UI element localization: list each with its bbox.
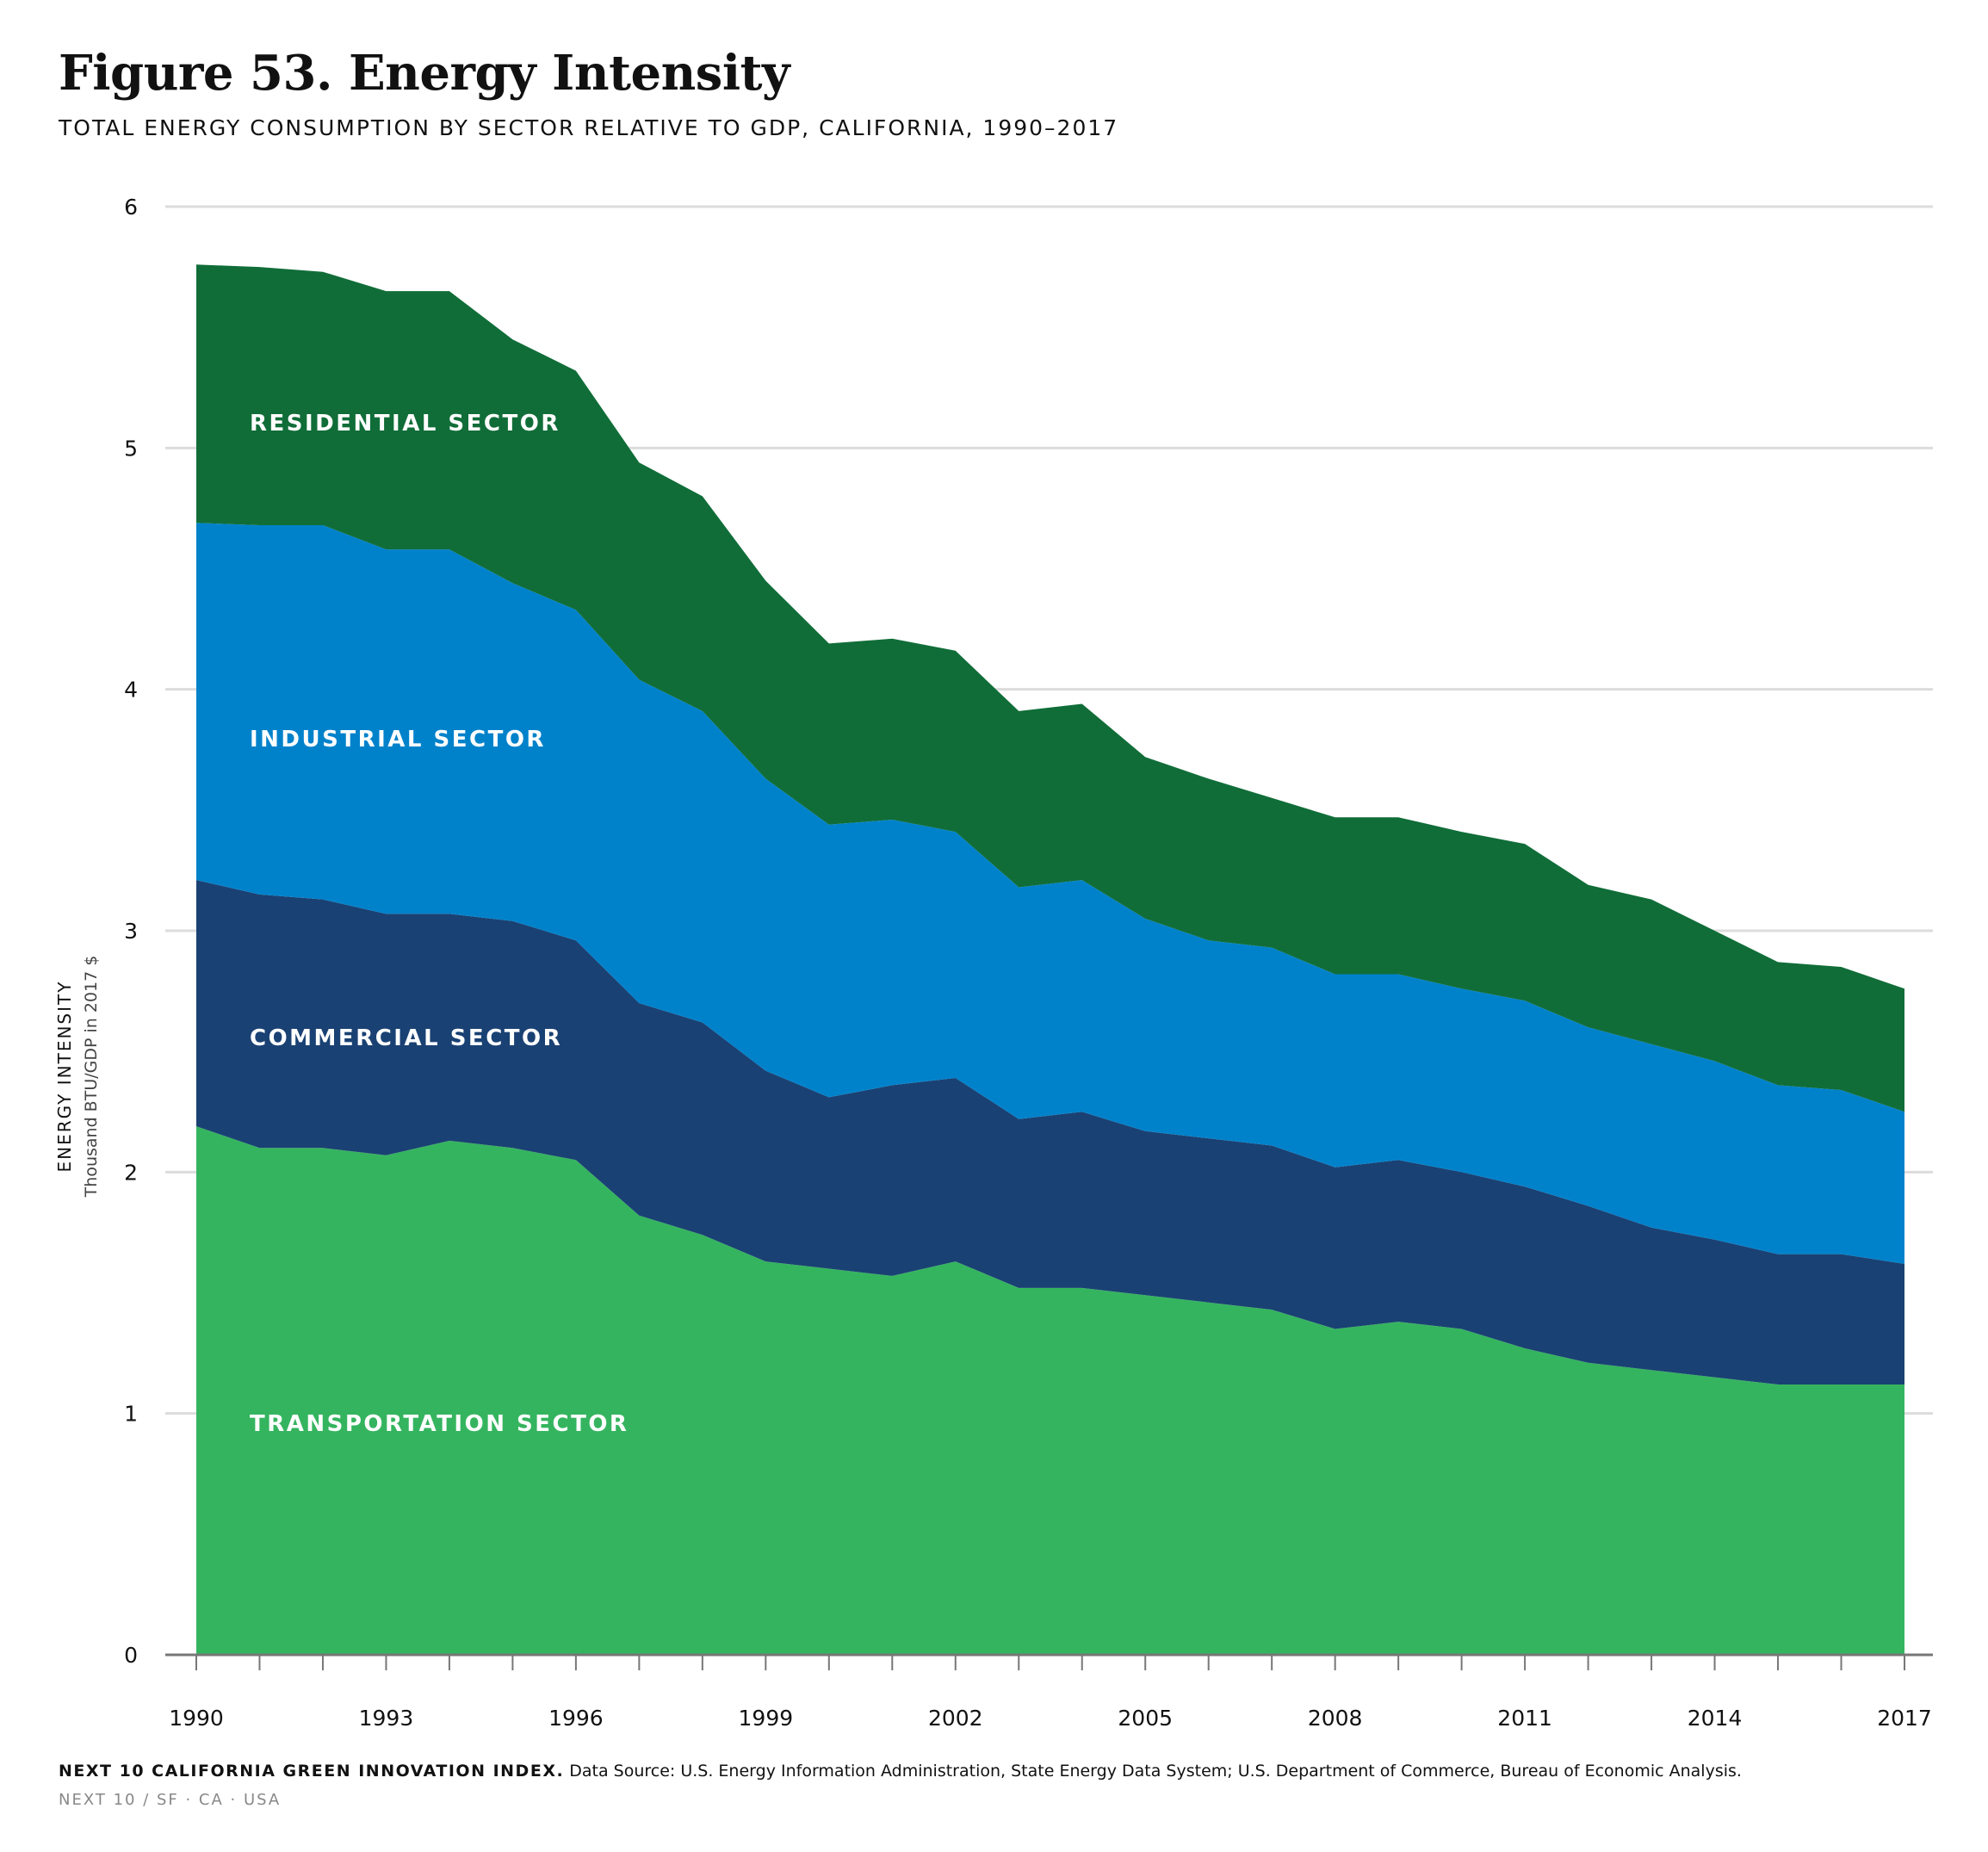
label-transportation-sector: TRANSPORTATION SECTOR	[250, 1411, 629, 1437]
source-text: Data Source: U.S. Energy Information Adm…	[569, 1762, 1742, 1781]
y-tick-label-2: 2	[124, 1160, 138, 1185]
x-axis-ticks: 1990 1993 1996 1999 2002 2005 2008 2011 2014 2017	[169, 1706, 1932, 1731]
y-axis-label: ENERGY INTENSITY	[54, 981, 75, 1173]
x-tick-label-2008: 2008	[1308, 1706, 1363, 1731]
area-series-2	[196, 523, 1904, 1264]
x-tick-label-2011: 2011	[1497, 1706, 1552, 1731]
label-industrial-sector: INDUSTRIAL SECTOR	[250, 727, 546, 753]
x-tick-label-2017: 2017	[1877, 1706, 1932, 1731]
source-title: NEXT 10 CALIFORNIA GREEN INNOVATION INDE…	[59, 1762, 565, 1781]
y-tick-label-6: 6	[124, 195, 138, 220]
y-axis-title: ENERGY INTENSITY Thousand BTU/GDP in 201…	[54, 956, 101, 1199]
label-residential-sector: RESIDENTIAL SECTOR	[250, 411, 560, 437]
area-series-1	[196, 880, 1904, 1384]
x-tick-label-1996: 1996	[548, 1706, 604, 1731]
x-tick-label-1993: 1993	[359, 1706, 414, 1731]
x-tick-label-2002: 2002	[928, 1706, 983, 1731]
y-axis-ticks: 0 1 2 3 4 5 6	[124, 195, 138, 1668]
org-line: NEXT 10 / SF · CA · USA	[59, 1791, 282, 1809]
y-tick-label-4: 4	[124, 678, 138, 703]
x-tick-label-2005: 2005	[1118, 1706, 1173, 1731]
x-tick-label-2014: 2014	[1688, 1706, 1743, 1731]
label-commercial-sector: COMMERCIAL SECTOR	[250, 1025, 562, 1051]
x-tick-label-1999: 1999	[739, 1706, 794, 1731]
x-axis	[165, 1653, 1933, 1670]
y-tick-label-5: 5	[124, 436, 138, 461]
stacked-areas	[196, 264, 1904, 1655]
y-tick-label-0: 0	[124, 1643, 138, 1668]
chart-title: Figure 53. Energy Intensity	[59, 45, 790, 102]
y-axis-sublabel: Thousand BTU/GDP in 2017 $	[82, 956, 101, 1199]
area-series-0	[196, 1126, 1904, 1655]
y-tick-label-1: 1	[124, 1402, 138, 1427]
area-series-3	[196, 264, 1904, 1112]
y-tick-label-3: 3	[124, 919, 138, 944]
chart-subtitle: TOTAL ENERGY CONSUMPTION BY SECTOR RELAT…	[59, 115, 1119, 140]
source-note: NEXT 10 CALIFORNIA GREEN INNOVATION INDE…	[59, 1762, 1742, 1781]
x-tick-label-1990: 1990	[169, 1706, 224, 1731]
